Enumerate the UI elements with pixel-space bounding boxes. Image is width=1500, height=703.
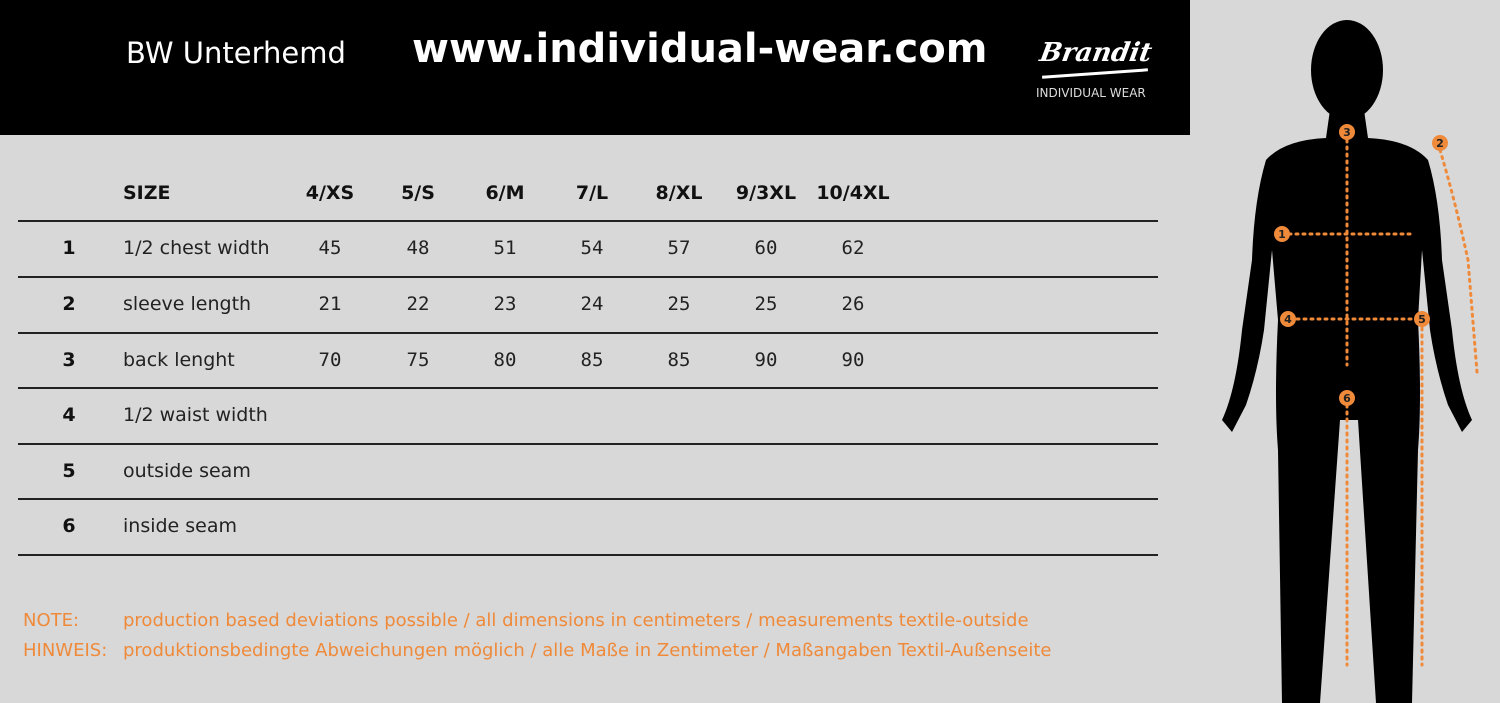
row-divider — [18, 332, 1158, 334]
table-cell: 85 — [580, 349, 604, 371]
note-key: HINWEIS: — [23, 640, 108, 661]
row-divider — [18, 220, 1158, 222]
table-cell: 62 — [841, 237, 865, 259]
logo-subtitle: INDIVIDUAL WEAR — [1036, 86, 1146, 100]
marker-circle — [1274, 226, 1290, 242]
measurement-markers: 1 2 3 4 5 6 — [1274, 124, 1448, 406]
measurement-lines — [1280, 138, 1479, 667]
marker-circle — [1432, 135, 1448, 151]
marker-circle — [1339, 124, 1355, 140]
size-column-header: 9/3XL — [735, 182, 797, 204]
marker-circle — [1414, 311, 1430, 327]
row-number: 3 — [62, 349, 76, 371]
brandit-logo: Brandit INDIVIDUAL WEAR — [1036, 38, 1156, 104]
table-cell: 24 — [580, 293, 604, 315]
marker-label: 4 — [1284, 313, 1292, 326]
marker-label: 2 — [1436, 137, 1444, 150]
table-cell: 54 — [580, 237, 604, 259]
table-cell: 90 — [754, 349, 778, 371]
table-cell: 23 — [493, 293, 517, 315]
size-column-header: 4/XS — [305, 182, 355, 204]
row-number: 6 — [62, 515, 76, 537]
table-cell: 26 — [841, 293, 865, 315]
website-url: www.individual-wear.com — [412, 26, 988, 72]
table-cell: 21 — [318, 293, 342, 315]
marker-label: 5 — [1418, 313, 1426, 326]
row-divider — [18, 554, 1158, 556]
table-cell: 51 — [493, 237, 517, 259]
table-cell: 85 — [667, 349, 691, 371]
header-banner: BW Unterhemd www.individual-wear.com Bra… — [0, 0, 1190, 135]
row-label: outside seam — [123, 460, 251, 482]
table-cell: 25 — [754, 293, 778, 315]
row-divider — [18, 387, 1158, 389]
row-label: 1/2 waist width — [123, 404, 268, 426]
row-number: 4 — [62, 404, 76, 426]
table-cell: 70 — [318, 349, 342, 371]
product-title: BW Unterhemd — [126, 36, 346, 70]
table-cell: 75 — [406, 349, 430, 371]
table-cell: 60 — [754, 237, 778, 259]
row-label: 1/2 chest width — [123, 237, 270, 259]
table-cell: 80 — [493, 349, 517, 371]
table-cell: 48 — [406, 237, 430, 259]
row-label: inside seam — [123, 515, 238, 537]
row-number: 1 — [62, 237, 76, 259]
marker-circle — [1280, 311, 1296, 327]
logo-swoosh — [1042, 68, 1148, 79]
table-cell: 22 — [406, 293, 430, 315]
row-divider — [18, 443, 1158, 445]
size-column-header: 7/L — [575, 182, 609, 204]
row-number: 5 — [62, 460, 76, 482]
table-cell: 57 — [667, 237, 691, 259]
note-text: production based deviations possible / a… — [123, 610, 1029, 631]
note-de: HINWEIS: produktionsbedingte Abweichungen… — [23, 640, 1051, 661]
table-cell: 90 — [841, 349, 865, 371]
note-key: NOTE: — [23, 610, 80, 631]
marker-label: 1 — [1278, 228, 1286, 241]
size-header-label: SIZE — [123, 182, 171, 204]
marker-circle — [1339, 390, 1355, 406]
note-en: NOTE: production based deviations possibl… — [23, 610, 1029, 631]
size-column-header: 8/XL — [655, 182, 703, 204]
table-cell: 45 — [318, 237, 342, 259]
row-divider — [18, 276, 1158, 278]
row-number: 2 — [62, 293, 76, 315]
size-column-header: 10/4XL — [816, 182, 890, 204]
row-label: sleeve length — [123, 293, 252, 315]
size-column-header: 5/S — [401, 182, 435, 204]
table-cell: 25 — [667, 293, 691, 315]
row-label: back lenght — [123, 349, 235, 371]
size-column-header: 6/M — [485, 182, 525, 204]
measurement-figure: 1 2 3 4 5 6 — [1222, 20, 1479, 703]
marker-label: 3 — [1343, 126, 1351, 139]
logo-script: Brandit — [1037, 38, 1155, 68]
marker-label: 6 — [1343, 392, 1351, 405]
row-divider — [18, 498, 1158, 500]
note-text: produktionsbedingte Abweichungen möglich… — [123, 640, 1052, 661]
